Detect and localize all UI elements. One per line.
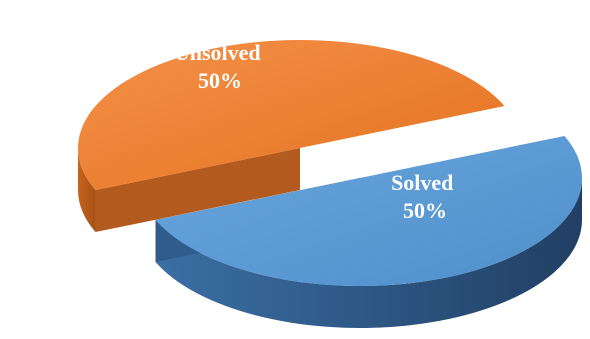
slice-solved-percent: 50% <box>403 198 447 223</box>
slice-solved-top <box>155 135 582 286</box>
slice-solved: Solved 50% <box>155 135 582 328</box>
slice-unsolved-percent: 50% <box>198 68 242 93</box>
slice-unsolved-top <box>78 39 505 191</box>
slice-unsolved: Unsolved 50% <box>78 39 505 233</box>
slice-solved-side <box>155 178 582 328</box>
slice-unsolved-name: Unsolved <box>174 40 261 65</box>
slice-unsolved-side <box>78 148 96 233</box>
slice-unsolved-cut-face <box>95 148 300 233</box>
slice-solved-label: Solved 50% <box>391 170 459 223</box>
slice-unsolved-label: Unsolved 50% <box>174 40 266 93</box>
slice-solved-name: Solved <box>391 170 453 195</box>
